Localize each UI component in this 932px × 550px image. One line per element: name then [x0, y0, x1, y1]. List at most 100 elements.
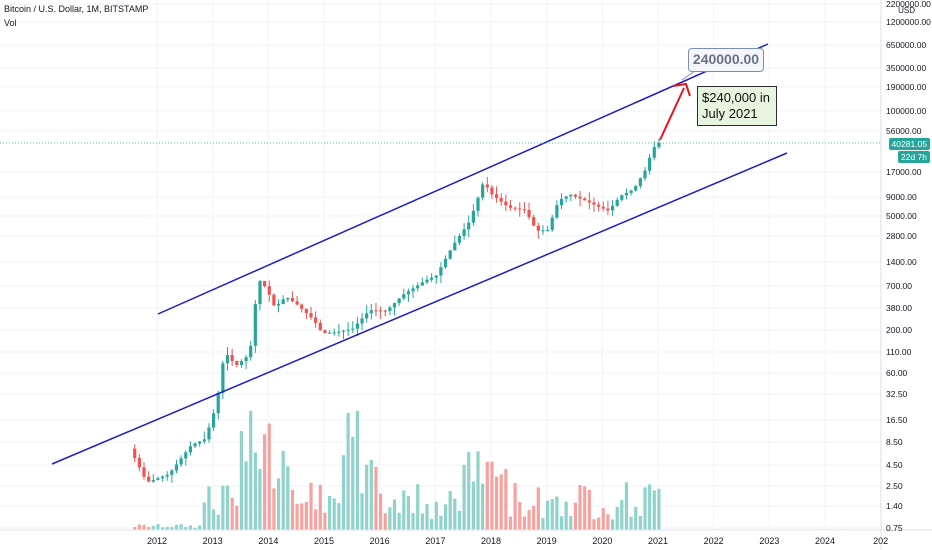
candle-body	[337, 331, 341, 333]
volume-bar	[425, 503, 429, 530]
trend-channel	[51, 43, 788, 465]
candle-body	[165, 474, 169, 477]
candle-body	[309, 313, 313, 318]
volume-bar	[578, 485, 582, 530]
candle-body	[443, 258, 448, 268]
volume-label[interactable]: Vol	[4, 18, 17, 28]
volume-bar	[290, 489, 295, 530]
volume-bar	[202, 502, 206, 530]
candle-body	[207, 427, 211, 440]
volume-bar	[239, 431, 244, 530]
volume-bar	[532, 505, 536, 530]
volume-bar	[583, 486, 587, 530]
volume-bar	[643, 487, 647, 530]
candle-body	[411, 288, 415, 292]
volume-bar	[406, 496, 411, 530]
volume-bar	[485, 461, 489, 530]
target-price-label[interactable]: 240000.00	[688, 48, 764, 72]
volume-bar	[471, 481, 475, 530]
candle-body	[569, 194, 573, 197]
time-tick-label: 2017	[425, 536, 445, 546]
volume-bar	[638, 515, 642, 530]
volume-bar	[629, 516, 633, 530]
price-tick-label: 200.00	[886, 325, 912, 335]
volume-bar	[652, 490, 656, 530]
candle-body	[494, 194, 499, 198]
candle-body	[388, 307, 392, 311]
volume-bar	[360, 493, 364, 530]
candle-body	[133, 448, 137, 458]
candle-body	[276, 303, 281, 306]
volume-bar	[142, 524, 146, 530]
volume-bar	[634, 506, 638, 530]
volume-bar	[170, 527, 174, 530]
candle-body	[555, 205, 559, 218]
candle-body	[578, 196, 582, 199]
time-tick-label: 2020	[592, 536, 612, 546]
candle-body	[425, 279, 429, 283]
volume-bar	[337, 503, 341, 530]
volume-bar	[657, 488, 661, 530]
volume-bar	[133, 527, 137, 530]
volume-bar	[573, 502, 578, 530]
candle-body	[634, 186, 638, 191]
candle-body	[263, 281, 267, 287]
price-tick-label: 1400.00	[886, 257, 917, 267]
volume-bar	[388, 507, 392, 530]
volume-bar	[253, 452, 257, 530]
volume-bar	[411, 512, 415, 530]
volume-bar	[592, 519, 596, 530]
price-tick-label: 56000.00	[886, 126, 922, 136]
volume-bar	[624, 482, 629, 530]
candle-body	[462, 229, 466, 236]
volume-bar	[416, 484, 420, 530]
candle-body	[448, 250, 452, 259]
price-axis-ticks: 2200000.00 1200000.00 650000.00 350000.00 19…	[886, 0, 931, 533]
volume-bar	[448, 490, 452, 530]
volume-bar	[527, 510, 531, 530]
candle-body	[490, 187, 494, 195]
volume-bar	[249, 410, 253, 530]
candle-body	[198, 441, 202, 444]
candle-body	[295, 301, 299, 305]
candle-body	[476, 197, 480, 211]
candle-body	[230, 355, 234, 361]
volume-bar	[174, 524, 179, 530]
volume-bar	[550, 499, 554, 530]
candle-body	[597, 204, 601, 207]
candle-body	[323, 330, 327, 334]
candle-body	[620, 195, 624, 200]
candle-body	[249, 345, 253, 358]
candle-body	[504, 201, 508, 206]
candle-body	[467, 222, 471, 230]
volume-bar	[351, 436, 355, 530]
candle-body	[346, 329, 350, 331]
volume-bar	[258, 468, 262, 530]
arrow-shaft	[659, 87, 685, 141]
volume-bar	[606, 514, 610, 530]
volume-bar	[276, 478, 281, 530]
price-tick-label: 0.75	[886, 523, 903, 533]
volume-bar	[211, 509, 216, 530]
price-tick-label: 2200000.00	[886, 0, 931, 9]
time-tick-label: 202	[873, 536, 888, 546]
candle-body	[156, 478, 160, 480]
candle-body	[481, 184, 485, 198]
candle-body	[142, 467, 146, 477]
candle-body	[365, 313, 369, 319]
volume-bar	[397, 512, 401, 530]
candle-body	[235, 360, 239, 365]
candle-body	[225, 355, 230, 364]
volume-bar	[198, 525, 202, 530]
volume-bar	[244, 461, 248, 530]
candle-body	[601, 206, 605, 209]
candle-body	[657, 143, 661, 148]
candle-body	[638, 178, 642, 187]
candle-body	[629, 190, 633, 193]
candle-body	[457, 235, 462, 243]
candle-body	[624, 192, 629, 196]
prediction-note[interactable]: $240,000 in July 2021	[697, 86, 777, 126]
candle-body	[606, 208, 610, 211]
candle-body	[471, 210, 475, 223]
